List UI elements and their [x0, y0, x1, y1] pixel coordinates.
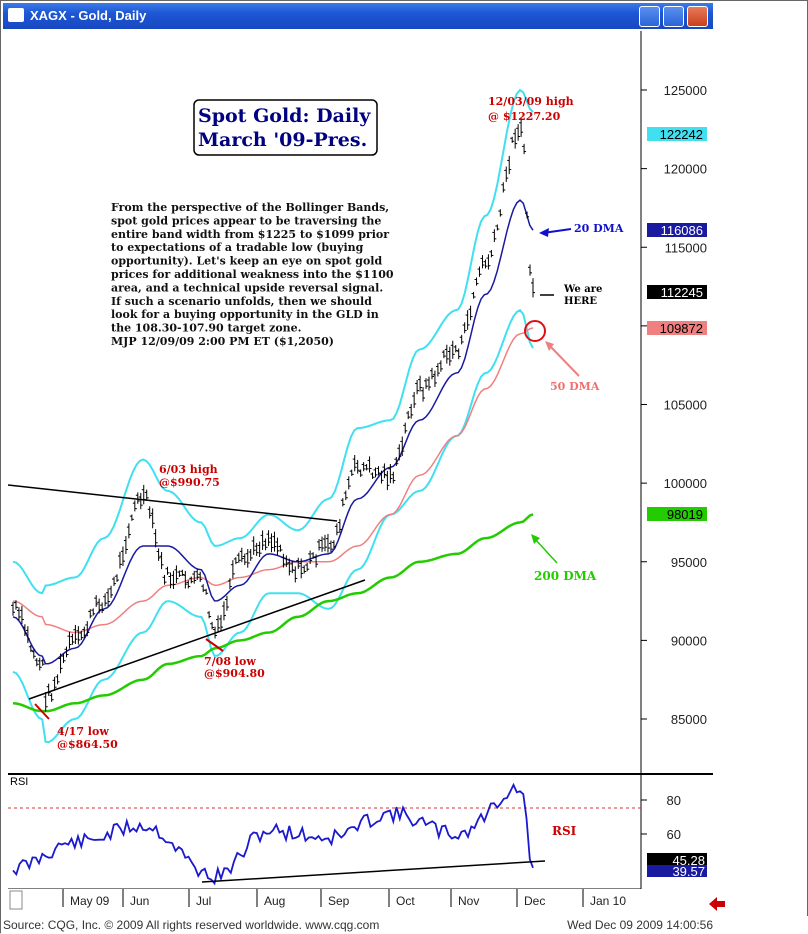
- close-button[interactable]: [687, 6, 708, 27]
- rsi-tag-2: [647, 865, 707, 877]
- price-tag: [647, 223, 707, 237]
- annotation-jul-low-label: 7/08 low: [204, 655, 256, 668]
- y-tick-label: 85000: [671, 712, 707, 727]
- app-icon: [8, 8, 24, 22]
- scroll-thumb: [9, 890, 23, 910]
- scroll-right-arrow-icon[interactable]: [709, 897, 725, 911]
- footer-source: Source: CQG, Inc. © 2009 All rights rese…: [3, 918, 380, 932]
- dma50-label: 50 DMA: [550, 380, 600, 393]
- chart-title-line2: March '09-Pres.: [198, 129, 367, 151]
- series-20-dma-line: [12, 199, 534, 665]
- x-tick-label: Sep: [328, 894, 350, 908]
- annotation-dec-high-value: @ $1227.20: [488, 110, 561, 123]
- jul-low-pointer: [205, 638, 224, 652]
- price-tag: [647, 321, 707, 335]
- upper-trendline: [7, 484, 338, 522]
- dma50-arrow-head: [545, 341, 554, 351]
- y-tick-label: 90000: [671, 633, 707, 648]
- x-tick-label: Jul: [196, 894, 211, 908]
- x-tick-label: Dec: [524, 894, 545, 908]
- annotation-apr-low-value: @$864.50: [57, 738, 118, 751]
- y-tick-label: 120000: [664, 162, 707, 177]
- we-are-here-label1: We are: [563, 284, 602, 295]
- x-tick-label: May 09: [70, 894, 110, 908]
- x-tick-label: Nov: [458, 894, 479, 908]
- rsi-support-trendline: [201, 860, 546, 883]
- annotation-jun-high-value: @$990.75: [159, 476, 220, 489]
- commentary-line: opportunity). Let's keep an eye on spot …: [111, 255, 382, 268]
- title-bar[interactable]: XAGX - Gold, Daily: [3, 3, 713, 29]
- target-zone-circle: [524, 320, 546, 342]
- commentary-line: to expectations of a tradable low (buyin…: [111, 241, 364, 254]
- price-tag-label: 109872: [660, 321, 703, 336]
- annotation-apr-low-label: 4/17 low: [57, 725, 109, 738]
- price-tag: [647, 285, 707, 299]
- dma20-label: 20 DMA: [574, 222, 624, 235]
- minimize-button[interactable]: [639, 6, 660, 27]
- price-tag-label: 116086: [661, 223, 703, 238]
- chart-title-line1: Spot Gold: Daily: [198, 105, 371, 127]
- commentary-line: look for a buying opportunity in the GLD…: [111, 308, 379, 321]
- dma200-label: 200 DMA: [534, 569, 597, 583]
- rsi-annotation-label: RSI: [552, 824, 577, 838]
- rsi-line: [12, 782, 534, 886]
- commentary-line: area, and a technical upside reversal si…: [111, 281, 383, 294]
- commentary-line: spot gold prices appear to be traversing…: [111, 214, 381, 227]
- maximize-button[interactable]: [663, 6, 684, 27]
- dma50-arrow-shaft: [548, 344, 580, 377]
- annotation-jul-low-value: @$904.80: [204, 667, 265, 680]
- price-axis-area: [641, 31, 713, 889]
- window-title: XAGX - Gold, Daily: [30, 8, 147, 23]
- title-box: [193, 99, 378, 156]
- x-tick-label: Aug: [264, 894, 285, 908]
- y-tick-label: 105000: [664, 398, 707, 413]
- price-tag: [647, 127, 707, 141]
- commentary-line: prices for additional weakness into the …: [111, 268, 394, 281]
- commentary-line: entire band width from $1225 to $1099 pr…: [111, 228, 389, 241]
- we-are-here-label2: HERE: [564, 296, 597, 307]
- x-tick-label: Jan 10: [590, 894, 626, 908]
- rsi-tag-1-label: 45.28: [672, 853, 705, 868]
- y-tick-label: 115000: [665, 240, 707, 255]
- x-tick-label: Oct: [396, 894, 415, 908]
- commentary-line: If such a scenario unfolds, then we shou…: [111, 295, 372, 308]
- commentary-line: MJP 12/09/09 2:00 PM ET ($1,2050): [111, 335, 334, 348]
- rsi-tick-label: 60: [667, 827, 681, 842]
- bollinger-bands: [12, 88, 534, 744]
- rsi-tick-label: 80: [667, 793, 681, 808]
- price-tag-label: 98019: [667, 507, 703, 522]
- bollinger-lower-band: [12, 308, 534, 744]
- price-tag-label: 122242: [660, 127, 703, 142]
- bollinger-upper-band: [12, 88, 534, 595]
- y-tick-label: 95000: [671, 555, 707, 570]
- lower-trendline: [28, 579, 366, 700]
- dma20-arrow-head: [539, 228, 549, 237]
- rsi-panel-label: RSI: [10, 776, 28, 788]
- series-200-dma-line: [12, 513, 534, 713]
- dma200-arrow-shaft: [534, 538, 558, 564]
- x-tick-label: Jun: [130, 894, 149, 908]
- series-50-dma-line: [12, 327, 534, 634]
- y-tick-label: 125000: [664, 83, 707, 98]
- rsi-tag-1: [647, 853, 707, 867]
- status-footer: Source: CQG, Inc. © 2009 All rights rese…: [1, 916, 808, 934]
- apr-low-pointer: [34, 703, 50, 720]
- annotation-jun-high-label: 6/03 high: [159, 463, 218, 476]
- price-tag: [647, 507, 707, 521]
- price-tag-label: 112245: [661, 285, 703, 300]
- y-tick-label: 100000: [664, 476, 707, 491]
- dma200-arrow-head: [531, 534, 540, 544]
- commentary-line: the 108.30-107.90 target zone.: [111, 322, 302, 335]
- annotation-dec-high-label: 12/03/09 high: [488, 95, 574, 108]
- footer-timestamp: Wed Dec 09 2009 14:00:56: [567, 918, 713, 932]
- rsi-tag-2-label: 39.57: [672, 864, 705, 879]
- commentary-line: From the perspective of the Bollinger Ba…: [111, 201, 389, 214]
- price-bars-group: [11, 118, 535, 712]
- time-axis-area: [8, 889, 641, 911]
